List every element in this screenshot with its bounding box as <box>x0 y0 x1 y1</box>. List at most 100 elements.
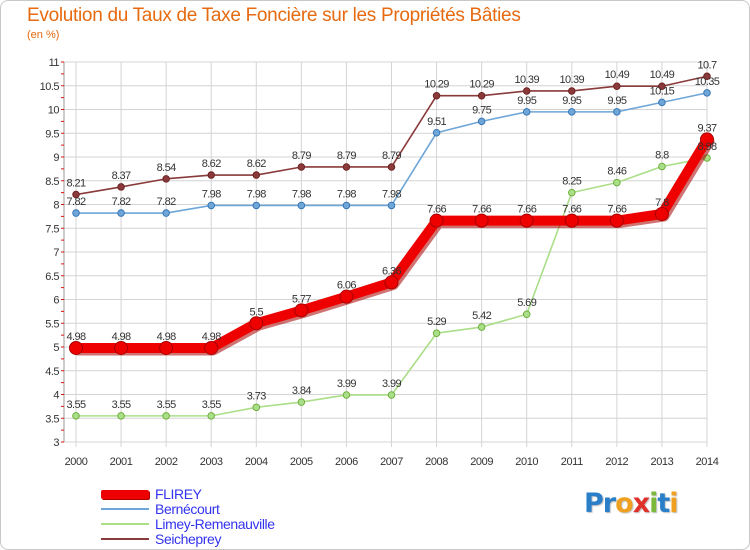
legend-item: FLIREY <box>101 486 361 502</box>
data-point-seicheprey <box>568 87 576 95</box>
data-point-bern-court <box>387 201 396 210</box>
logo-letter: x <box>632 488 650 519</box>
data-point-limey-remenauville <box>207 412 215 420</box>
y-tick-label: 7.5 <box>45 223 59 235</box>
data-label-bern-court: 7.98 <box>382 188 401 200</box>
data-label-bern-court: 9.95 <box>562 95 581 107</box>
y-tick-label: 8.5 <box>45 176 59 188</box>
data-label-bern-court: 7.98 <box>247 188 266 200</box>
data-label-seicheprey: 8.37 <box>112 170 131 182</box>
data-point-bern-court <box>703 89 711 97</box>
data-point-limey-remenauville <box>432 329 441 337</box>
legend-swatch <box>101 508 149 510</box>
data-label-limey-remenauville: 5.42 <box>472 310 491 322</box>
data-point-seicheprey <box>162 175 170 183</box>
data-label-limey-remenauville: 3.73 <box>247 390 266 402</box>
data-label-limey-remenauville: 3.99 <box>337 378 356 390</box>
data-point-bern-court <box>568 108 576 116</box>
x-tick-label: 2014 <box>696 456 719 468</box>
data-point-flirey <box>564 213 579 228</box>
y-tick-label: 4 <box>53 390 59 402</box>
x-tick-label: 2011 <box>561 456 583 468</box>
data-point-seicheprey <box>207 171 215 179</box>
data-label-limey-remenauville: 5.29 <box>427 316 446 328</box>
data-point-flirey <box>294 303 309 318</box>
data-point-flirey <box>609 213 624 228</box>
data-point-flirey <box>474 213 489 228</box>
data-label-limey-remenauville: 3.84 <box>292 385 311 397</box>
x-tick-label: 2010 <box>515 456 538 468</box>
data-label-flirey: 4.98 <box>112 331 131 343</box>
data-point-seicheprey <box>297 163 306 171</box>
y-tick-label: 9 <box>53 152 59 164</box>
data-point-flirey <box>654 207 669 221</box>
data-point-limey-remenauville <box>162 412 170 420</box>
data-point-flirey <box>339 289 354 304</box>
data-point-bern-court <box>162 209 170 217</box>
data-label-seicheprey: 10.29 <box>424 79 449 91</box>
x-tick-label: 2012 <box>605 456 628 468</box>
data-label-seicheprey: 10.39 <box>560 74 585 86</box>
data-point-bern-court <box>252 201 261 210</box>
data-point-flirey <box>429 213 444 228</box>
chart-legend: FLIREY Bernécourt Limey-Remenauville Seiche… <box>101 486 361 547</box>
data-point-limey-remenauville <box>342 391 351 399</box>
data-label-seicheprey: 8.62 <box>247 158 266 170</box>
data-label-flirey: 7.66 <box>517 204 536 216</box>
data-point-seicheprey <box>613 82 621 90</box>
data-label-limey-remenauville: 8.25 <box>562 176 581 188</box>
data-point-flirey <box>159 340 174 355</box>
y-tick-label: 3.5 <box>45 413 59 425</box>
data-point-flirey <box>384 275 399 290</box>
data-point-seicheprey <box>387 163 396 171</box>
data-point-limey-remenauville <box>252 403 261 412</box>
data-label-limey-remenauville: 8.46 <box>607 166 626 178</box>
y-tick-label: 4.5 <box>45 366 59 378</box>
data-point-limey-remenauville <box>613 178 621 187</box>
data-label-seicheprey: 8.62 <box>202 158 221 170</box>
data-point-flirey <box>69 340 83 355</box>
data-point-bern-court <box>342 201 351 210</box>
y-tick-label: 10 <box>48 105 60 117</box>
data-label-flirey: 5.5 <box>250 306 264 318</box>
data-point-seicheprey <box>522 87 531 95</box>
data-point-limey-remenauville <box>117 412 125 420</box>
data-label-bern-court: 7.98 <box>202 188 221 200</box>
data-label-seicheprey: 10.39 <box>514 74 539 86</box>
data-label-flirey: 4.98 <box>157 331 176 343</box>
data-label-flirey: 9.37 <box>697 122 716 134</box>
y-tick-label: 5 <box>53 342 59 354</box>
data-label-flirey: 5.77 <box>292 293 311 305</box>
x-tick-label: 2013 <box>650 456 673 468</box>
data-label-seicheprey: 10.49 <box>605 69 630 81</box>
legend-label: FLIREY <box>155 486 202 502</box>
data-label-seicheprey: 8.54 <box>157 162 176 174</box>
data-label-limey-remenauville: 3.55 <box>66 399 85 411</box>
logo-letter: t <box>657 488 670 519</box>
data-point-bern-court <box>613 108 621 116</box>
data-label-flirey: 4.98 <box>66 331 85 343</box>
y-tick-label: 9.5 <box>45 128 59 140</box>
legend-swatch <box>101 490 149 499</box>
logo-letter: r <box>602 488 616 519</box>
data-label-seicheprey: 8.79 <box>292 150 311 162</box>
data-label-seicheprey: 8.79 <box>382 150 401 162</box>
data-label-flirey: 6.06 <box>337 280 356 292</box>
data-label-limey-remenauville: 8.98 <box>697 141 716 153</box>
data-point-seicheprey <box>117 183 125 191</box>
x-tick-label: 2006 <box>335 456 358 468</box>
data-label-bern-court: 10.35 <box>695 76 720 88</box>
logo-letter: P <box>584 488 604 519</box>
data-label-bern-court: 9.75 <box>472 104 491 116</box>
legend-item: Seicheprey <box>101 531 361 547</box>
data-point-bern-court <box>72 209 80 217</box>
legend-swatch <box>101 523 149 525</box>
chart-title: Evolution du Taux de Taxe Foncière sur l… <box>27 5 521 26</box>
data-point-flirey <box>700 132 714 147</box>
legend-swatch <box>101 538 149 540</box>
data-label-flirey: 7.66 <box>427 204 446 216</box>
y-tick-label: 6 <box>53 295 59 307</box>
data-point-bern-court <box>658 98 666 107</box>
data-point-seicheprey <box>432 91 441 100</box>
